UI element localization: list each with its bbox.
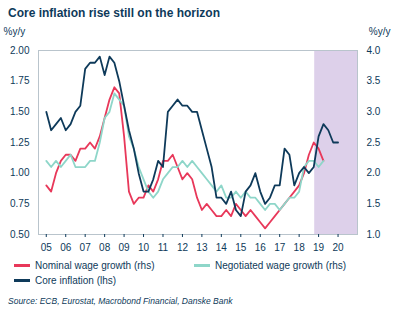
svg-text:3.0: 3.0: [367, 106, 381, 117]
svg-text:%y/y: %y/y: [369, 26, 391, 37]
svg-text:14: 14: [216, 242, 228, 253]
svg-text:05: 05: [41, 242, 53, 253]
svg-text:08: 08: [99, 242, 111, 253]
svg-text:2.00: 2.00: [10, 45, 30, 56]
svg-text:2.5: 2.5: [367, 137, 381, 148]
svg-text:1.0: 1.0: [367, 229, 381, 240]
html-text:Negotiated wage growth (rhs): Negotiated wage growth (rhs): [215, 260, 347, 271]
svg-text:18: 18: [294, 242, 306, 253]
html-text:Nominal wage growth (rhs): Nominal wage growth (rhs): [35, 260, 155, 271]
svg-text:17: 17: [274, 242, 286, 253]
svg-text:19: 19: [313, 242, 325, 253]
svg-text:07: 07: [80, 242, 92, 253]
html-text:Source: ECB, Eurostat, Macrobo: Source: ECB, Eurostat, Macrobond Financi…: [8, 296, 233, 306]
svg-text:1.75: 1.75: [10, 75, 30, 86]
svg-text:11: 11: [158, 242, 169, 253]
svg-text:0.50: 0.50: [10, 229, 30, 240]
html-text:Core inflation (lhs): Core inflation (lhs): [35, 275, 117, 286]
svg-text:20: 20: [332, 242, 344, 253]
svg-text:1.50: 1.50: [10, 106, 30, 117]
svg-text:1.00: 1.00: [10, 167, 30, 178]
svg-text:13: 13: [196, 242, 208, 253]
svg-text:4.0: 4.0: [367, 45, 381, 56]
svg-text:1.25: 1.25: [10, 137, 30, 148]
svg-text:06: 06: [60, 242, 72, 253]
svg-text:3.5: 3.5: [367, 75, 381, 86]
svg-text:09: 09: [119, 242, 131, 253]
svg-text:%y/y: %y/y: [4, 26, 26, 37]
svg-text:2.0: 2.0: [367, 167, 381, 178]
svg-text:0.75: 0.75: [10, 198, 30, 209]
svg-text:1.5: 1.5: [367, 198, 381, 209]
svg-text:16: 16: [255, 242, 267, 253]
svg-text:10: 10: [138, 242, 150, 253]
svg-text:15: 15: [235, 242, 247, 253]
html-text:Core inflation rise still on t: Core inflation rise still on the horizon: [8, 6, 220, 20]
svg-text:12: 12: [177, 242, 189, 253]
